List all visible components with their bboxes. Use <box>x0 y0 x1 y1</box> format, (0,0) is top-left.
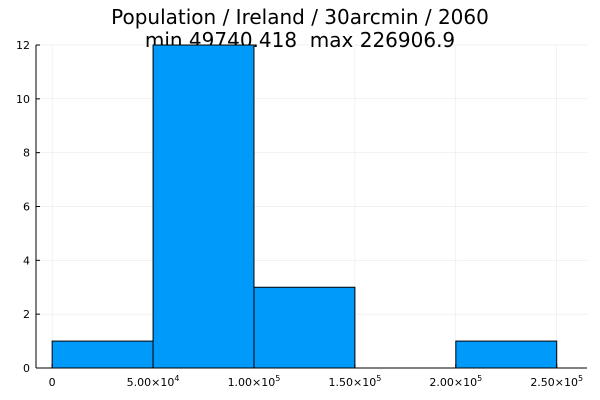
y-tick-label: 6 <box>23 201 30 214</box>
x-tick-label: 2.50×105 <box>530 374 583 389</box>
y-tick-label: 12 <box>16 39 30 52</box>
y-tick-label: 2 <box>23 308 30 321</box>
x-tick-label: 5.00×104 <box>127 374 180 389</box>
chart-title: Population / Ireland / 30arcmin / 2060 <box>111 5 489 29</box>
x-tick-label: 0 <box>49 376 56 389</box>
histogram-bar <box>51 340 154 369</box>
histogram-bar <box>152 44 255 369</box>
x-tick-label: 1.50×105 <box>328 374 381 389</box>
histogram-bar <box>253 286 356 369</box>
x-tick-label: 2.00×105 <box>429 374 482 389</box>
chart-subtitle: min 49740.418 max 226906.9 <box>144 28 456 52</box>
y-tick-label: 0 <box>23 362 30 375</box>
y-tick-label: 4 <box>23 254 30 267</box>
histogram-bar <box>455 340 558 369</box>
y-tick-label: 8 <box>23 147 30 160</box>
x-tick-label: 1.00×105 <box>228 374 281 389</box>
y-tick-label: 10 <box>16 93 30 106</box>
